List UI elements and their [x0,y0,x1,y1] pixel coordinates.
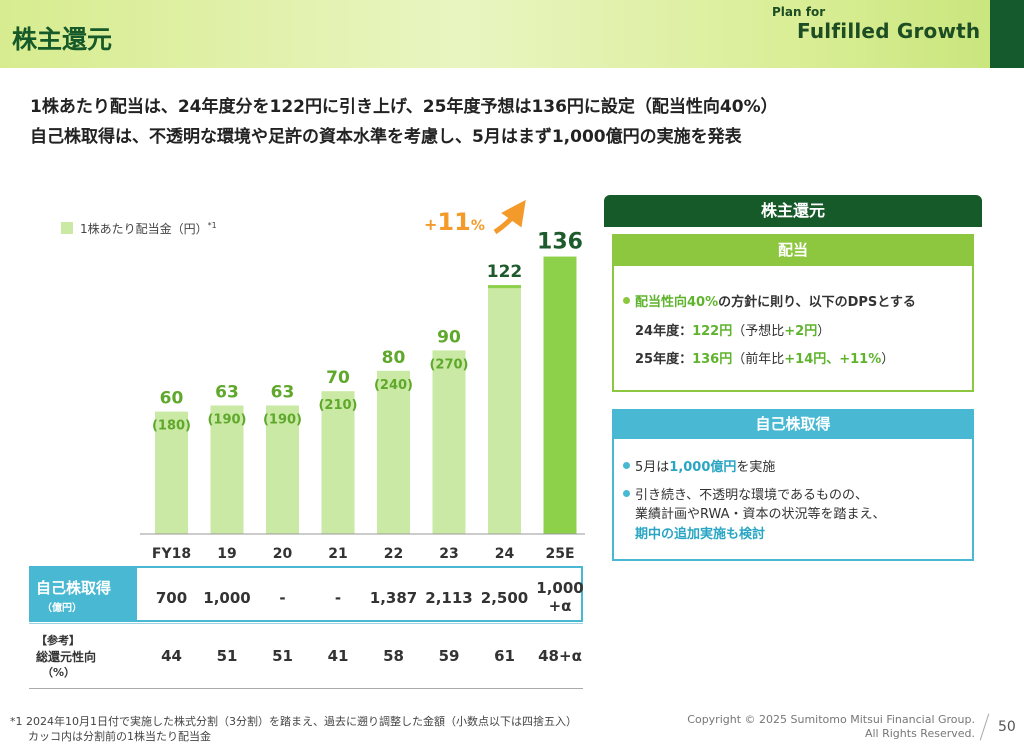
pre-split-label: (270) [429,357,468,372]
payout-value: 61 [494,647,515,665]
table-bottom-line [29,688,583,689]
growth-arrow-icon [493,199,526,235]
value-label: 63 [215,382,239,402]
bar-19 [210,405,244,534]
bar-22 [377,370,410,534]
pre-split-label: (240) [374,378,413,393]
legend-note: *1 [207,221,217,230]
bar-21 [321,391,355,534]
pre-split-label: (210) [318,398,357,413]
category-label: 22 [384,546,403,562]
bar-23 [432,350,466,534]
bar-top-accent [488,285,521,289]
category-label: 19 [217,546,236,562]
bullet-icon [623,490,630,497]
dividend-box-title: 配当 [612,234,974,266]
payout-value: 59 [438,647,460,665]
bar-25E [543,256,577,534]
logo-main-text: Fulfilled Growth [797,19,981,43]
payout-value: 41 [327,647,349,665]
buyback-box-title: 自己株取得 [612,409,974,439]
payout-value: 48+α [538,647,582,665]
value-label: 70 [326,368,350,388]
headline-line-2: 自己株取得は、不透明な環境や足許の資本水準を考慮し、5月はまず1,000億円の実… [30,127,742,147]
payout-label: 総還元性向 [36,650,97,664]
category-label: FY18 [152,546,191,562]
payout-value: 44 [161,647,182,665]
buyback-unit: （億円） [42,603,82,614]
value-label: 136 [537,230,583,255]
value-label: 80 [382,348,406,368]
bar-FY18 [155,411,188,534]
buyback-line-2: 引き続き、不透明な環境であるものの、 [635,488,868,503]
page-number: 50 [998,719,1016,735]
pre-split-label: (180) [152,419,191,434]
buyback-value: - [279,589,286,607]
pre-split-label: (190) [207,412,246,427]
bar-20 [266,405,299,534]
buyback-may-line: 5月は1,000億円を実施 [635,460,776,475]
footnote-line-2: カッコ内は分割前の1株当たり配当金 [28,730,211,743]
page-title: 株主還元 [12,25,113,54]
copyright-line-2: All Rights Reserved. [864,727,975,740]
category-label: 23 [439,546,458,562]
footnote-line-1: *1 2024年10月1日付で実施した株式分割（3分割）を踏まえ、過去に遡り調整… [10,715,577,728]
legend-swatch [61,222,73,234]
category-label: 25E [545,546,574,562]
payout-ref-label: 【参考】 [36,634,80,647]
buyback-value: 2,500 [480,589,529,607]
payout-value: 51 [216,647,238,665]
value-label: 90 [437,327,461,347]
copyright-line-1: Copyright © 2025 Sumitomo Mitsui Financi… [687,713,975,726]
payout-value: 51 [272,647,293,665]
value-label: 122 [487,262,523,282]
category-label: 20 [273,546,293,562]
panel-title: 株主還元 [604,195,982,227]
payout-value: 58 [383,647,404,665]
category-label: 21 [328,546,347,562]
table-divider [29,623,583,624]
bar-24 [488,285,521,534]
legend-label: 1株あたり配当金（円）*1 [80,221,217,236]
pre-split-label: (190) [263,412,302,427]
buyback-table-header [29,566,137,622]
buyback-line-4: 期中の追加実施も検討 [635,527,766,542]
buyback-value: 2,113 [425,589,473,607]
logo-small-text: Plan for [772,5,826,19]
header-corner-accent [990,0,1024,68]
dividend-fy25-line: 25年度：136円（前年比+14円、+11%） [635,352,895,367]
buyback-label: 自己株取得 [36,579,112,597]
headline-line-1: 1株あたり配当は、24年度分を122円に引き上げ、25年度予想は136円に設定（… [30,97,778,117]
buyback-value: 1,387 [369,589,418,607]
bullet-icon [623,462,630,469]
bullet-icon [623,297,630,304]
buyback-value: 1,000 +α [536,579,584,615]
buyback-value: - [334,589,342,607]
header-banner [0,0,1024,68]
buyback-value: 700 [155,589,188,607]
dividend-policy-line: 配当性向40%の方針に則り、以下のDPSとする [635,295,916,310]
value-label: 63 [271,382,295,402]
dividend-fy24-line: 24年度：122円（予想比+2円） [635,324,831,339]
value-label: 60 [160,389,184,409]
payout-unit: （%） [42,666,76,679]
growth-annotation: +11% [424,208,485,236]
category-label: 24 [495,546,515,562]
buyback-value: 1,000 [203,589,251,607]
buyback-line-3: 業績計画やRWA・資本の状況等を踏まえ、 [635,507,886,522]
